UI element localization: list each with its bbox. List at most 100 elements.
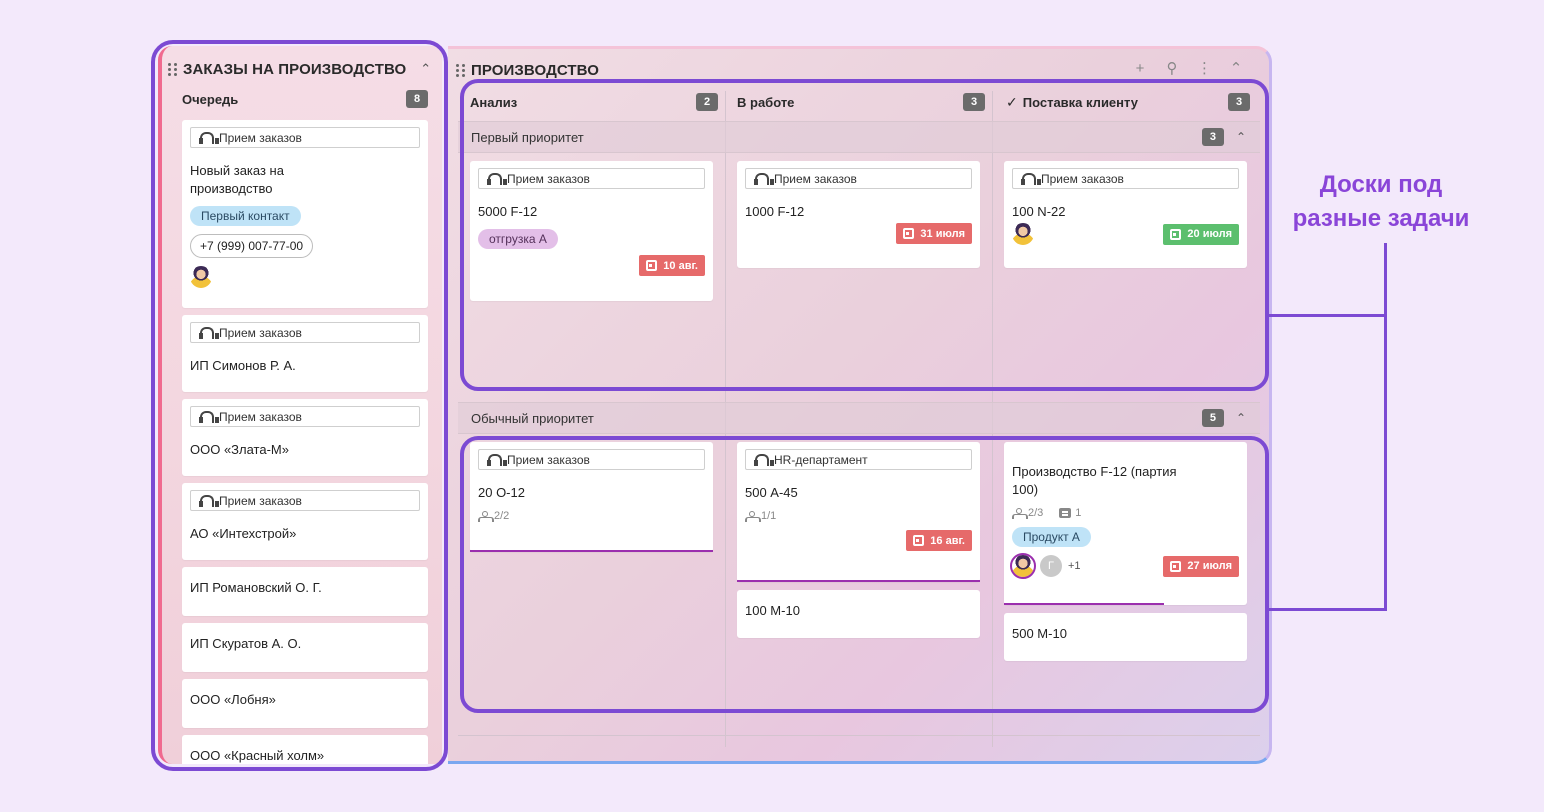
chevron-up-icon[interactable]: ⌃ <box>1235 411 1246 425</box>
swimlane-title: Обычный приоритет <box>471 410 594 426</box>
comments-counter[interactable]: 1 <box>1059 507 1081 519</box>
chevron-up-icon[interactable]: ⌃ <box>420 61 432 76</box>
card-body: Производство F-12 (партия 100) 2/3 1 Про… <box>1004 442 1247 605</box>
source-tag: Прием заказов <box>478 168 705 189</box>
phone-chip[interactable]: +7 (999) 007-77-00 <box>190 234 314 258</box>
swimlane-count-badge: 3 <box>1201 128 1224 146</box>
card-title: ИП Скуратов А. О. <box>190 636 302 651</box>
card-title: ИП Симонов Р. А. <box>190 358 296 373</box>
task-card[interactable]: Прием заказов 100 N-22 20 июля <box>1004 161 1247 268</box>
swimlane-controls: 3 ⌃ <box>1201 128 1246 146</box>
avatar[interactable] <box>1010 553 1036 579</box>
assignees <box>190 266 420 288</box>
order-card[interactable]: ИП Романовский О. Г. <box>182 567 428 616</box>
date-row: 16 авг. <box>745 530 972 551</box>
task-card[interactable]: Производство F-12 (партия 100) 2/3 1 Про… <box>1004 442 1247 661</box>
due-date: 27 июля <box>1187 560 1232 572</box>
card-title: ИП Романовский О. Г. <box>190 580 322 595</box>
headset-icon <box>487 172 507 185</box>
task-card[interactable]: 100 M-10 <box>737 590 980 638</box>
due-date: 16 авг. <box>930 534 965 547</box>
card-title: ООО «Лобня» <box>190 692 276 707</box>
drag-handle-icon[interactable] <box>168 62 177 76</box>
column-header-in-progress[interactable]: В работе 3 <box>737 89 985 115</box>
chevron-up-icon[interactable]: ⌃ <box>1235 130 1246 144</box>
avatar-initial[interactable]: Г <box>1040 555 1062 577</box>
source-label: Прием заказов <box>1041 171 1124 186</box>
headset-icon <box>199 410 219 423</box>
source-tag: Прием заказов <box>478 449 705 470</box>
swimlane-title: Первый приоритет <box>471 129 584 145</box>
chevron-up-icon[interactable]: ⌃ <box>1229 60 1243 77</box>
source-tag: Прием заказов <box>190 490 420 511</box>
task-card[interactable]: HR-департамент 500 А-45 1/1 16 авг. 100 … <box>737 442 980 638</box>
drag-handle-icon[interactable] <box>456 64 465 77</box>
due-date-badge[interactable]: 10 авг. <box>639 255 705 276</box>
board-title: ПРОИЗВОДСТВО <box>471 62 599 79</box>
order-card[interactable]: Прием заказов ООО «Злата-М» <box>182 399 428 476</box>
subtasks-value: 2/2 <box>494 510 510 522</box>
tag-pill[interactable]: Первый контакт <box>190 206 301 226</box>
order-card[interactable]: ИП Скуратов А. О. <box>182 623 428 672</box>
subtasks-value: 2/3 <box>1028 507 1044 519</box>
plus-icon[interactable]: + <box>1135 60 1145 77</box>
order-card[interactable]: Прием заказов ИП Симонов Р. А. <box>182 315 428 392</box>
card-meta: 1/1 <box>745 510 972 522</box>
order-card[interactable]: ООО «Лобня» <box>182 679 428 728</box>
column-header-delivery[interactable]: ✓ Поставка клиенту 3 <box>1006 89 1250 115</box>
board-toolbar: + ⚲ ⋮ ⌃ <box>1133 61 1243 77</box>
due-date: 20 июля <box>1187 228 1232 240</box>
card-footer: Г +1 27 июля <box>1010 553 1239 579</box>
link-icon[interactable]: ⚲ <box>1166 60 1178 77</box>
subtasks-counter[interactable]: 2/3 <box>1012 507 1043 519</box>
subtasks-counter[interactable]: 1/1 <box>745 510 776 522</box>
tag-pill[interactable]: Продукт А <box>1012 527 1091 547</box>
card-title: 500 M-10 <box>1012 626 1067 641</box>
column-headers: Анализ 2 В работе 3 ✓ Поставка клиенту 3 <box>464 89 1260 115</box>
task-card[interactable]: Прием заказов 20 О-12 2/2 <box>470 442 713 552</box>
avatar[interactable] <box>1012 223 1034 245</box>
order-card[interactable]: ООО «Красный холм» <box>182 735 428 764</box>
column-count-badge: 3 <box>963 93 985 111</box>
progress-bar <box>470 550 713 552</box>
orders-panel: ЗАКАЗЫ НА ПРОИЗВОДСТВО ⌃ Очередь 8 Прием… <box>158 46 442 764</box>
more-vertical-icon[interactable]: ⋮ <box>1197 60 1212 77</box>
card-title: 100 N-22 <box>1012 204 1066 219</box>
due-date-badge[interactable]: 27 июля <box>1163 555 1239 577</box>
tag-pill[interactable]: отгрузка А <box>478 229 558 249</box>
subtask-icon <box>1012 507 1028 519</box>
assignees: Г +1 <box>1010 553 1081 579</box>
due-date-badge[interactable]: 20 июля <box>1163 223 1239 245</box>
column-label: В работе <box>737 94 795 110</box>
headset-icon <box>199 494 219 507</box>
order-card[interactable]: Прием заказов Новый заказ на производств… <box>182 120 428 308</box>
date-row: 10 авг. <box>478 255 705 276</box>
task-card[interactable]: Прием заказов 1000 F-12 31 июля <box>737 161 980 268</box>
subtasks-counter[interactable]: 2/2 <box>478 510 509 522</box>
due-date-badge[interactable]: 31 июля <box>896 223 972 244</box>
swimlane-header-normal-priority[interactable]: Обычный приоритет 5 ⌃ <box>458 402 1260 434</box>
column-header-analysis[interactable]: Анализ 2 <box>470 89 718 115</box>
task-card[interactable]: 500 M-10 <box>1004 613 1247 661</box>
card-body: Прием заказов 20 О-12 2/2 <box>470 442 713 552</box>
column-count-badge: 2 <box>696 93 718 111</box>
board-bottom-border <box>458 735 1260 736</box>
bracket-line <box>1269 314 1386 317</box>
swimlane-header-first-priority[interactable]: Первый приоритет 3 ⌃ <box>458 121 1260 153</box>
swimlane-controls: 5 ⌃ <box>1201 409 1246 427</box>
progress-bar <box>737 580 980 582</box>
board-header: ПРОИЗВОДСТВО <box>456 62 599 79</box>
source-label: Прием заказов <box>774 171 857 186</box>
queue-header: Очередь 8 <box>182 90 428 108</box>
due-date-badge[interactable]: 16 авг. <box>906 530 972 551</box>
task-card[interactable]: Прием заказов 5000 F-12 отгрузка А 10 ав… <box>470 161 713 301</box>
source-label: HR-департамент <box>774 452 868 467</box>
headset-icon <box>1021 172 1041 185</box>
card-meta: 2/2 <box>478 510 705 522</box>
order-card[interactable]: Прием заказов АО «Интехстрой» <box>182 483 428 560</box>
comments-value: 1 <box>1075 507 1082 519</box>
calendar-icon <box>903 228 915 239</box>
avatar[interactable] <box>190 266 212 288</box>
source-tag: HR-департамент <box>745 449 972 470</box>
more-assignees[interactable]: +1 <box>1068 560 1081 572</box>
